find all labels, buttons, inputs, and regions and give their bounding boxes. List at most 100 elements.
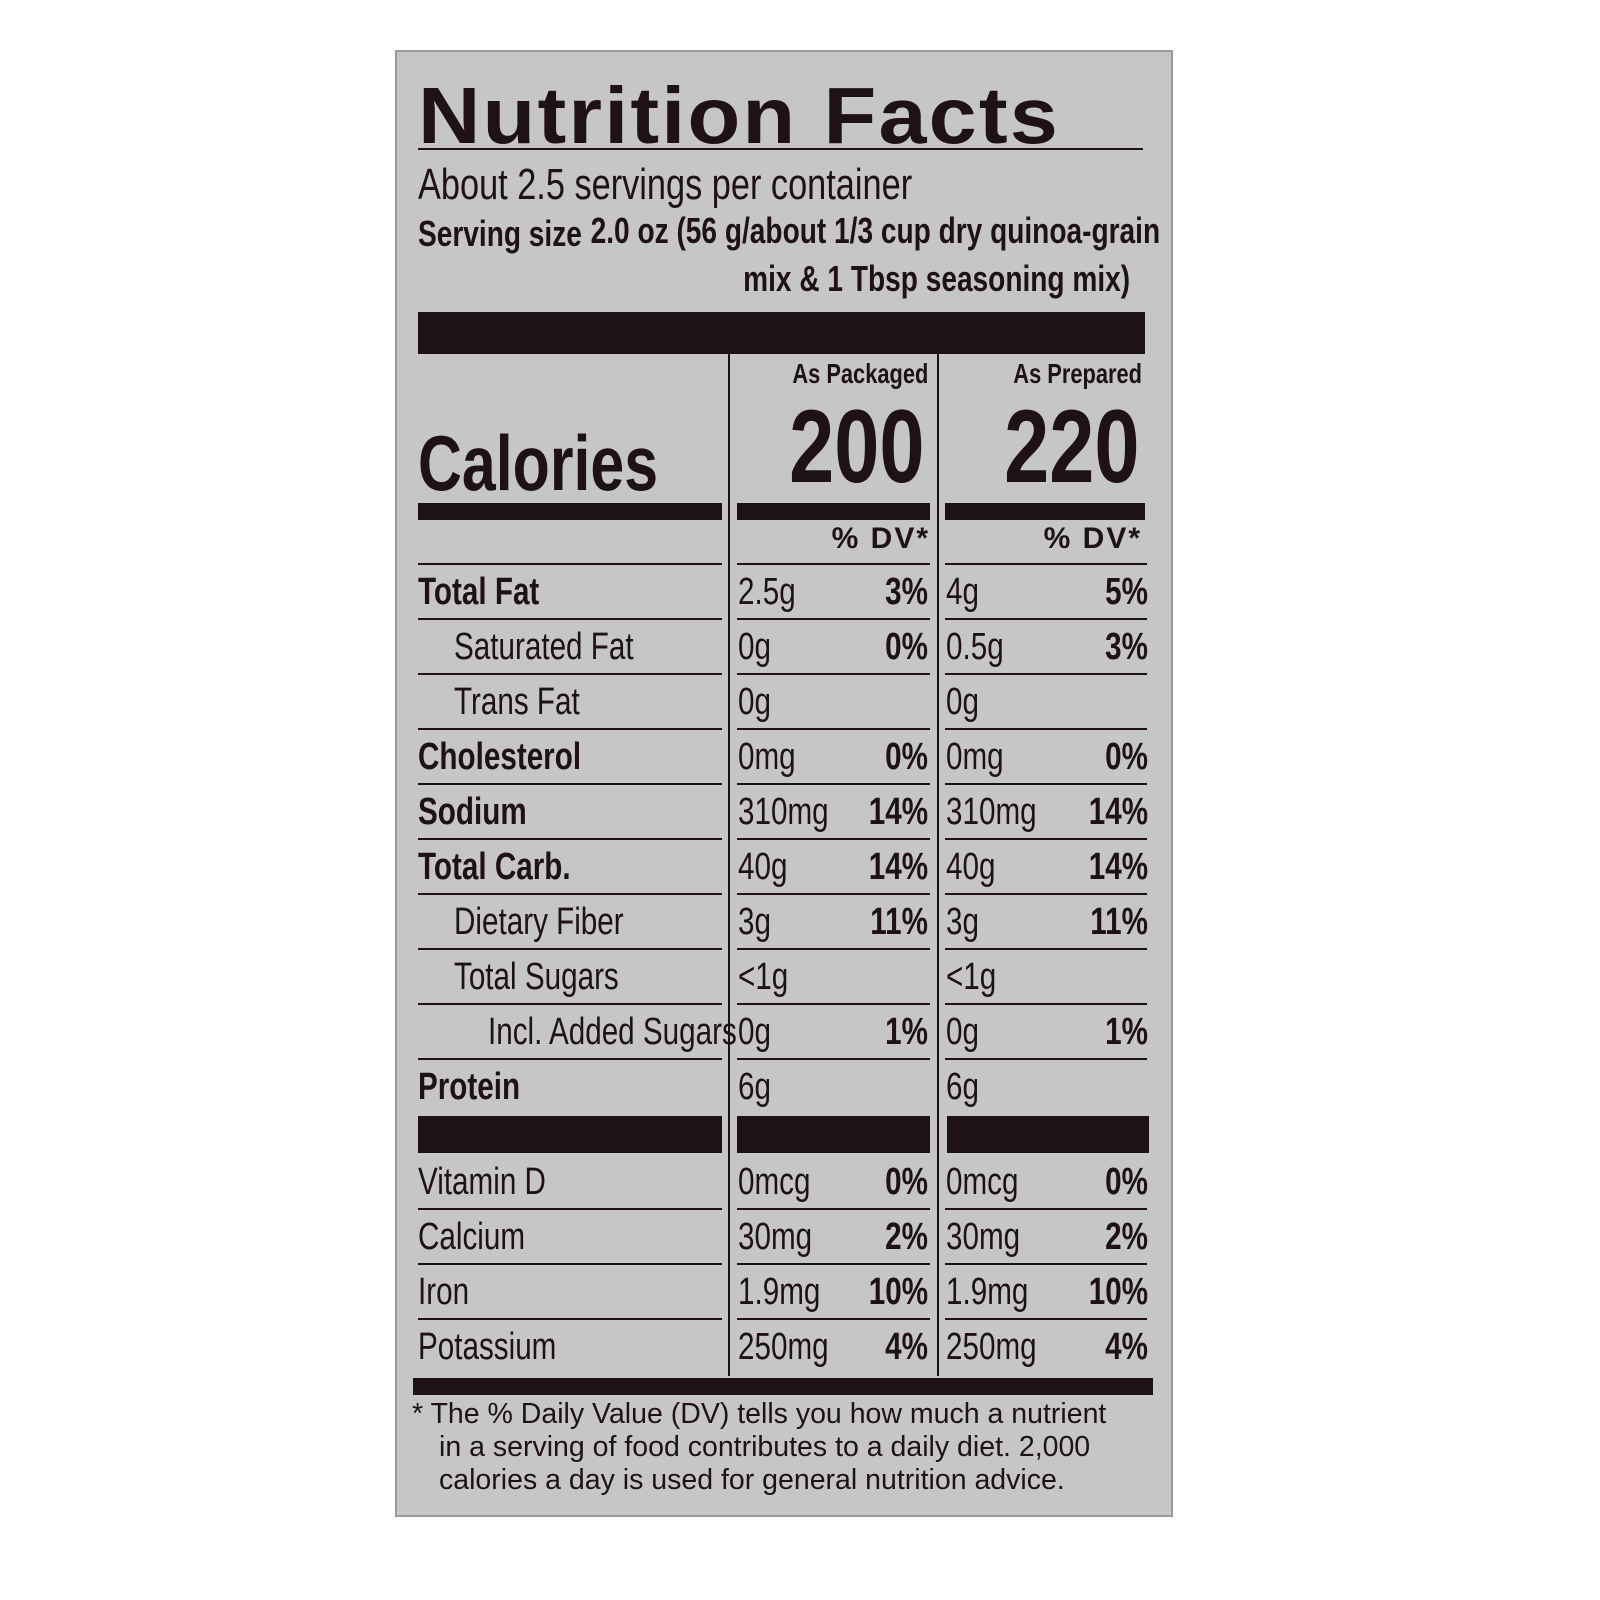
- row-divider: [418, 563, 722, 565]
- amount-text: 250mg: [738, 1326, 829, 1368]
- amount: 30mg: [738, 1210, 833, 1265]
- amount-text: 40g: [738, 846, 788, 888]
- percent-dv-text: 1%: [1105, 1011, 1148, 1053]
- amount: <1g: [738, 950, 802, 1005]
- percent-dv-text: 14%: [868, 846, 928, 888]
- nutrient-name: Potassium: [418, 1320, 595, 1375]
- percent-dv: 0%: [873, 620, 928, 675]
- percent-dv: 14%: [1072, 840, 1148, 895]
- row-divider: [418, 783, 722, 785]
- vitamin-bar-label: [418, 1116, 722, 1153]
- amount-text: 0g: [738, 626, 771, 668]
- row-divider: [945, 893, 1147, 895]
- amount-text: 0g: [738, 1011, 771, 1053]
- amount-text: 0mcg: [738, 1161, 811, 1203]
- row-divider: [945, 838, 1147, 840]
- percent-dv: 1%: [1093, 1005, 1148, 1060]
- percent-dv: 10%: [852, 1265, 928, 1320]
- nutrient-name: Trans Fat: [454, 675, 615, 730]
- amount-text: <1g: [738, 956, 789, 998]
- column-header-prepared: As Prepared: [977, 358, 1142, 390]
- row-divider: [945, 1208, 1147, 1210]
- calories-prepared-text: 220: [1004, 389, 1140, 505]
- thick-divider-top: [418, 312, 1145, 354]
- amount: 250mg: [738, 1320, 854, 1375]
- amount: 0g: [738, 1005, 780, 1060]
- column-header-packaged: As Packaged: [754, 358, 928, 390]
- percent-dv: 4%: [1093, 1320, 1148, 1375]
- percent-dv-text: 0%: [1105, 736, 1148, 778]
- percent-dv-text: 5%: [1105, 571, 1148, 613]
- row-divider: [737, 1208, 930, 1210]
- amount-text: 30mg: [946, 1216, 1021, 1258]
- row-divider: [737, 1263, 930, 1265]
- serving-size-value-text1: 2.0 oz (56 g/about 1/3 cup dry quinoa-gr…: [590, 210, 1160, 251]
- amount-text: 0.5g: [946, 626, 1004, 668]
- column-divider-packaged: [728, 354, 730, 1376]
- percent-dv: 3%: [1093, 620, 1148, 675]
- percent-dv: 11%: [1074, 895, 1148, 950]
- percent-dv: 0%: [1093, 1155, 1148, 1210]
- nutrient-name-text: Sodium: [418, 791, 527, 833]
- amount: 6g: [738, 1060, 780, 1115]
- row-divider: [737, 1318, 930, 1320]
- amount-text: 0mg: [738, 736, 796, 778]
- nutrient-name-text: Iron: [418, 1271, 470, 1313]
- row-divider: [418, 838, 722, 840]
- table-row: Total Sugars <1g <1g: [0, 950, 1600, 1005]
- amount: 2.5g: [738, 565, 812, 620]
- amount-text: 40g: [946, 846, 996, 888]
- percent-dv: 14%: [852, 785, 928, 840]
- row-divider: [945, 1003, 1147, 1005]
- nutrient-name: Saturated Fat: [454, 620, 684, 675]
- percent-dv-text: 1%: [885, 1011, 928, 1053]
- amount: 40g: [738, 840, 801, 895]
- nutrient-name: Vitamin D: [418, 1155, 582, 1210]
- amount: 0.5g: [946, 620, 1020, 675]
- row-divider: [945, 1318, 1147, 1320]
- amount-text: 250mg: [946, 1326, 1037, 1368]
- percent-dv-text: 11%: [1090, 901, 1148, 943]
- serving-size-value-line2: mix & 1 Tbsp seasoning mix): [634, 258, 1130, 300]
- nutrient-name-text: Cholesterol: [418, 736, 582, 778]
- nutrient-name: Total Sugars: [454, 950, 665, 1005]
- percent-dv: 1%: [873, 1005, 928, 1060]
- nutrient-name-text: Total Sugars: [454, 956, 619, 998]
- footnote-line: calories a day is used for general nutri…: [439, 1464, 1065, 1496]
- row-divider: [418, 728, 722, 730]
- amount-text: 30mg: [738, 1216, 813, 1258]
- amount-text: 3g: [946, 901, 979, 943]
- vitamin-bar-prepared: [947, 1116, 1149, 1153]
- amount-text: 310mg: [946, 791, 1037, 833]
- nutrient-name-text: Calcium: [418, 1216, 526, 1258]
- row-divider: [737, 563, 930, 565]
- serving-size-label-text: Serving size: [418, 213, 582, 254]
- amount-text: 6g: [738, 1066, 771, 1108]
- nutrient-name: Cholesterol: [418, 730, 627, 785]
- amount-text: 0g: [946, 681, 979, 723]
- dv-header-prepared: % DV*: [1043, 522, 1142, 555]
- amount-text: 3g: [738, 901, 771, 943]
- amount: 0mcg: [738, 1155, 831, 1210]
- calories-packaged: 200: [751, 388, 925, 507]
- amount: 0mg: [738, 730, 812, 785]
- serving-size-label: Serving size: [418, 213, 628, 255]
- nutrient-name-text: Protein: [418, 1066, 521, 1108]
- percent-dv-text: 10%: [868, 1271, 928, 1313]
- table-row: Incl. Added Sugars 0g 1% 0g 1%: [0, 1005, 1600, 1060]
- amount: 0mg: [946, 730, 1020, 785]
- nutrient-name: Total Fat: [418, 565, 574, 620]
- row-divider: [737, 948, 930, 950]
- percent-dv-text: 2%: [885, 1216, 928, 1258]
- percent-dv-text: 10%: [1088, 1271, 1148, 1313]
- row-divider: [945, 948, 1147, 950]
- footnote: * The % Daily Value (DV) tells you how m…: [412, 1398, 1157, 1497]
- row-divider: [737, 618, 930, 620]
- nutrient-name-text: Total Fat: [418, 571, 540, 613]
- amount: 0g: [946, 675, 988, 730]
- percent-dv-text: 4%: [1105, 1326, 1148, 1368]
- amount: <1g: [946, 950, 1010, 1005]
- percent-dv: 10%: [1072, 1265, 1148, 1320]
- table-row: Total Fat 2.5g 3% 4g 5%: [0, 565, 1600, 620]
- nutrient-name: Sodium: [418, 785, 557, 840]
